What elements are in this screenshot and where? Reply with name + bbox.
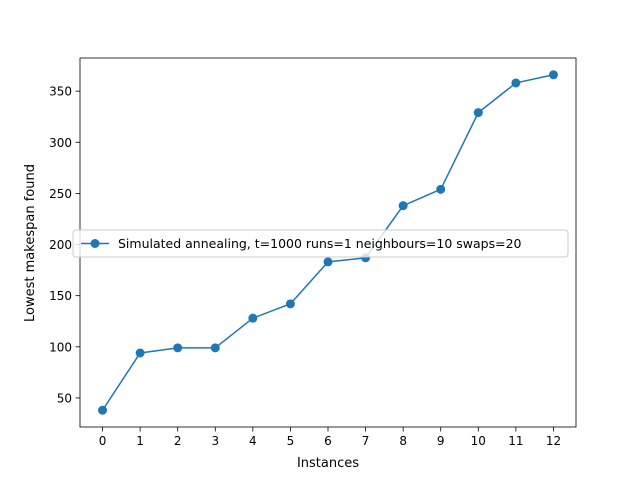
x-tick-label: 2 (174, 434, 182, 448)
y-tick-label: 150 (49, 289, 72, 303)
data-point (398, 201, 408, 211)
y-axis-label: Lowest makespan found (23, 164, 38, 322)
x-axis-label: Instances (297, 456, 359, 471)
legend: Simulated annealing, t=1000 runs=1 neigh… (72, 229, 569, 258)
x-tick-label: 11 (508, 434, 523, 448)
x-tick-label: 8 (399, 434, 407, 448)
legend-marker (90, 239, 100, 248)
data-point (135, 348, 145, 358)
y-tick-label: 50 (57, 391, 72, 405)
x-tick-label: 1 (136, 434, 144, 448)
data-point (285, 299, 295, 309)
x-tick-label: 0 (99, 434, 107, 448)
x-tick-label: 4 (249, 434, 257, 448)
x-tick-label: 12 (546, 434, 561, 448)
y-tick-label: 350 (49, 85, 72, 99)
data-point (323, 257, 333, 267)
data-point (173, 343, 183, 353)
x-tick-label: 3 (211, 434, 219, 448)
data-point (436, 184, 446, 194)
data-point (98, 405, 108, 415)
y-tick-label: 300 (49, 136, 72, 150)
series-layer (98, 70, 558, 415)
y-tick-label: 250 (49, 187, 72, 201)
data-point (511, 78, 521, 88)
x-tick-label: 7 (362, 434, 370, 448)
legend-label: Simulated annealing, t=1000 runs=1 neigh… (118, 236, 522, 251)
y-tick-label: 200 (49, 238, 72, 252)
data-point (473, 108, 483, 118)
x-tick-label: 10 (471, 434, 486, 448)
data-point (210, 343, 220, 353)
data-point (548, 70, 558, 80)
data-point (248, 313, 258, 323)
x-tick-label: 5 (287, 434, 295, 448)
y-tick-label: 100 (49, 340, 72, 354)
x-tick-label: 6 (324, 434, 332, 448)
x-tick-label: 9 (437, 434, 445, 448)
legend-box (72, 229, 569, 258)
